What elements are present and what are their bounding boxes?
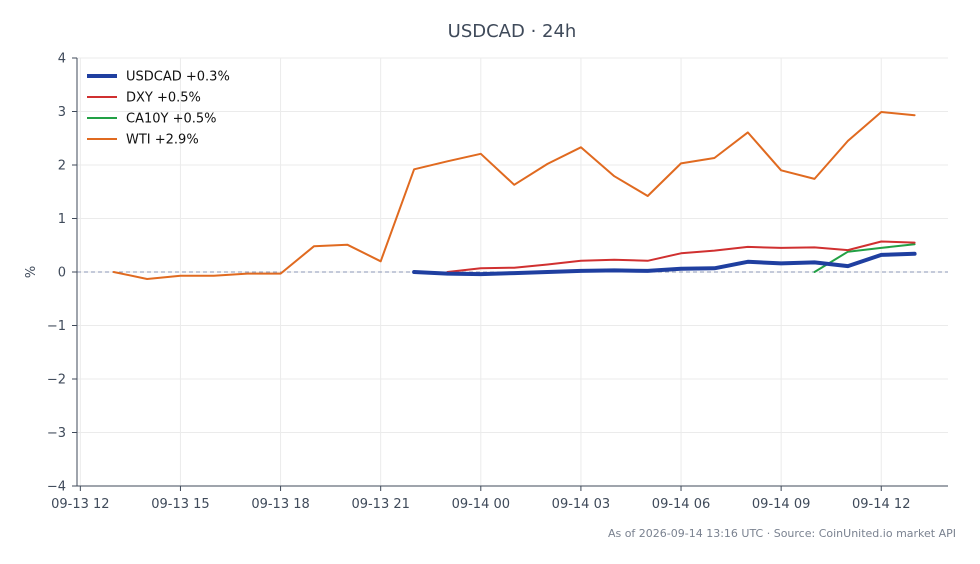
y-axis-ticks: −4 −3 −2 −1 0 1 2 3 4 bbox=[47, 52, 77, 495]
x-tick-label: 09-14 03 bbox=[552, 497, 610, 512]
y-tick-label: −1 bbox=[47, 319, 66, 334]
y-tick-label: 2 bbox=[58, 159, 66, 174]
legend: USDCAD +0.3% DXY +0.5% CA10Y +0.5% WTI +2.9… bbox=[87, 70, 230, 148]
y-tick-label: 3 bbox=[58, 105, 66, 120]
legend-label-ca10y: CA10Y +0.5% bbox=[126, 112, 217, 127]
legend-label-wti: WTI +2.9% bbox=[126, 133, 199, 148]
x-tick-label: 09-13 15 bbox=[151, 497, 209, 512]
series-lines bbox=[112, 111, 917, 280]
series-line-ca10y bbox=[813, 243, 916, 273]
y-tick-label: 4 bbox=[58, 52, 66, 67]
series-line-usdcad bbox=[412, 251, 917, 277]
y-tick-label: −2 bbox=[47, 373, 66, 388]
x-tick-label: 09-14 00 bbox=[452, 497, 510, 512]
legend-label-dxy: DXY +0.5% bbox=[126, 91, 201, 106]
series-line-wti bbox=[112, 111, 916, 280]
y-tick-label: −4 bbox=[47, 480, 66, 495]
legend-label-usdcad: USDCAD +0.3% bbox=[126, 70, 230, 85]
x-tick-label: 09-14 12 bbox=[852, 497, 910, 512]
y-tick-label: 0 bbox=[58, 266, 66, 281]
x-tick-label: 09-14 06 bbox=[652, 497, 710, 512]
x-tick-label: 09-13 18 bbox=[251, 497, 309, 512]
x-axis-ticks: 09-13 12 09-13 15 09-13 18 09-13 21 09-14 00… bbox=[51, 486, 910, 512]
x-tick-label: 09-13 12 bbox=[51, 497, 109, 512]
x-tick-label: 09-13 21 bbox=[351, 497, 409, 512]
y-tick-label: −3 bbox=[47, 426, 66, 441]
y-axis-label: % bbox=[24, 266, 39, 278]
footer-source: As of 2026-09-14 13:16 UTC · Source: Coi… bbox=[608, 527, 956, 540]
y-tick-label: 1 bbox=[58, 212, 66, 227]
series-line-dxy bbox=[446, 240, 916, 273]
x-tick-label: 09-14 09 bbox=[752, 497, 810, 512]
chart-title: USDCAD · 24h bbox=[448, 21, 577, 42]
